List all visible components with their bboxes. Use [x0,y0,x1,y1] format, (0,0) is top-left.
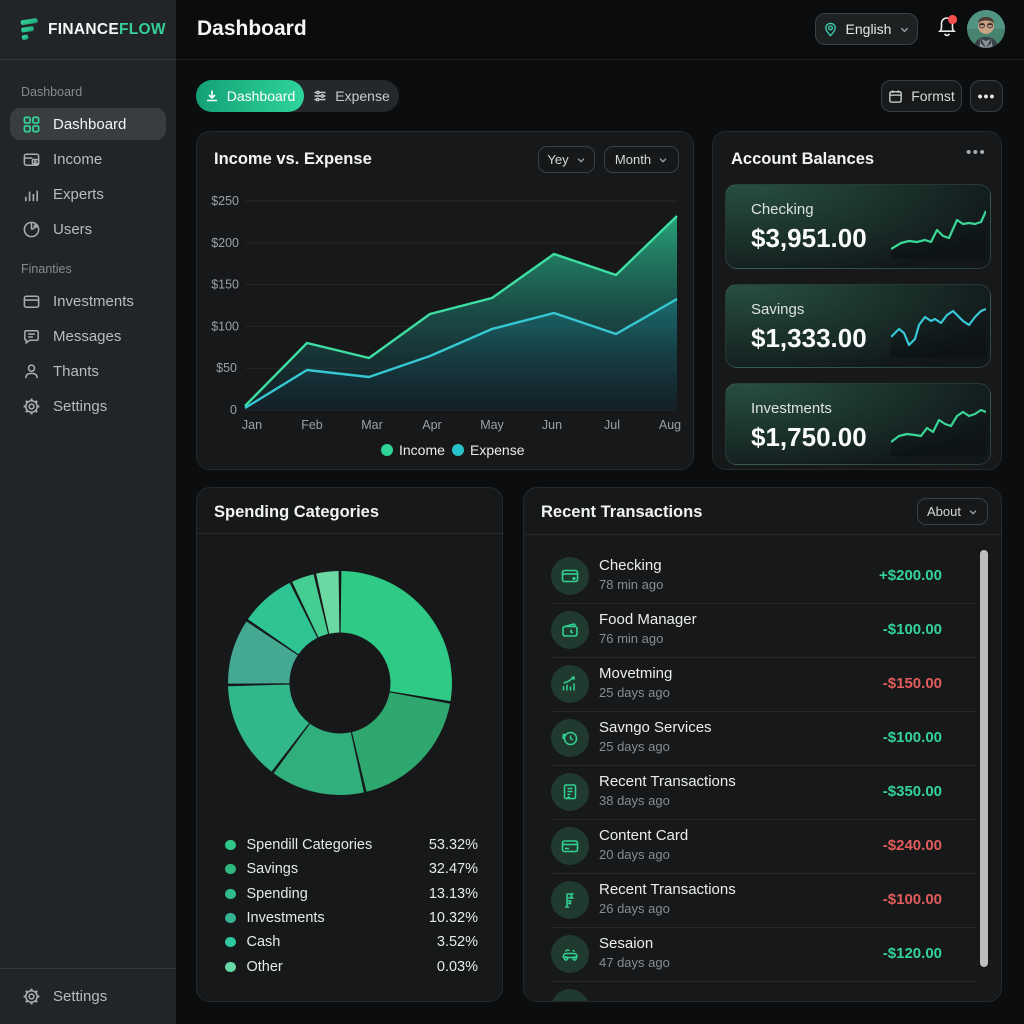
svg-text:Feb: Feb [301,418,323,432]
svg-text:$50: $50 [216,361,237,375]
svg-text:0: 0 [230,403,237,417]
svg-text:Jun: Jun [542,418,562,432]
svg-text:Mar: Mar [361,418,383,432]
svg-text:May: May [480,418,504,432]
svg-text:$250: $250 [211,194,239,208]
svg-text:Jan: Jan [242,418,262,432]
svg-text:Apr: Apr [422,418,441,432]
svg-text:Aug: Aug [659,418,681,432]
svg-text:$200: $200 [211,236,239,250]
svg-text:Expense: Expense [470,442,525,458]
svg-text:$100: $100 [211,320,239,334]
svg-text:Income: Income [399,442,445,458]
svg-text:Jul: Jul [604,418,620,432]
svg-text:$150: $150 [211,278,239,292]
